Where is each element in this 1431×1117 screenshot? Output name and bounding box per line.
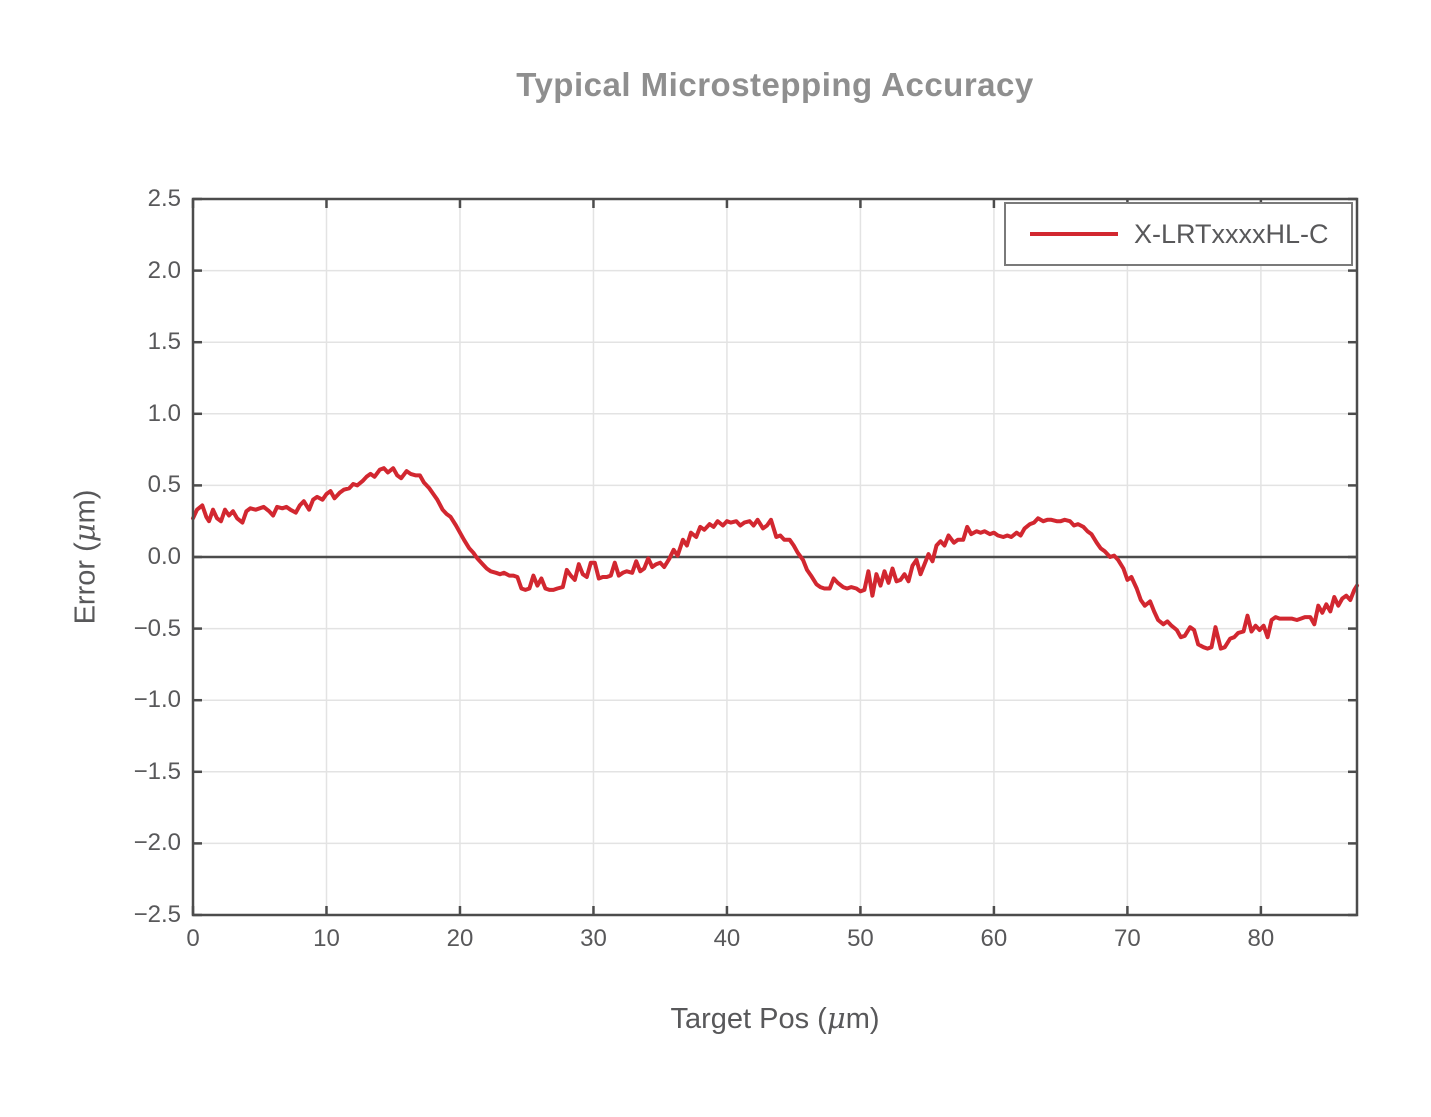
x-tick-label-10: 10 — [313, 925, 340, 952]
legend-label: X-LRTxxxxHL-C — [1134, 218, 1329, 249]
mu-symbol: μ — [826, 1001, 846, 1035]
x-tick-label-70: 70 — [1114, 925, 1141, 952]
chart-title: Typical Microstepping Accuracy — [516, 66, 1034, 103]
y-tick-label--2.5: −2.5 — [133, 901, 181, 928]
x-tick-label-60: 60 — [980, 925, 1008, 952]
legend: X-LRTxxxxHL-C — [1004, 202, 1353, 266]
y-axis-label: Error (μm) — [67, 489, 102, 625]
series-line-0 — [191, 466, 1359, 651]
plot-area — [191, 197, 1359, 917]
x-tick-label-20: 20 — [446, 925, 474, 952]
legend-line-swatch — [1030, 232, 1118, 236]
x-tick-label-40: 40 — [713, 925, 741, 952]
y-tick-label--0.5: −0.5 — [133, 614, 181, 642]
x-tick-label-80: 80 — [1247, 925, 1275, 952]
y-tick-label--2: −2.0 — [133, 829, 181, 857]
y-tick-label-2.5: 2.5 — [147, 185, 181, 212]
x-tick-label-50: 50 — [847, 925, 874, 952]
x-axis-label: Target Pos (μm) — [670, 1001, 880, 1035]
y-tick-label-0.5: 0.5 — [147, 471, 181, 499]
y-tick-label--1.5: −1.5 — [133, 757, 181, 785]
y-tick-label-1: 1.0 — [147, 399, 181, 427]
y-tick-label-0: 0.0 — [147, 543, 181, 570]
x-tick-label-0: 0 — [186, 925, 200, 952]
x-tick-label-30: 30 — [580, 925, 607, 952]
y-tick-label-1.5: 1.5 — [147, 328, 181, 356]
y-tick-label--1: −1.0 — [133, 686, 181, 714]
y-tick-label-2: 2.0 — [147, 256, 181, 284]
mu-symbol: μ — [67, 523, 102, 543]
